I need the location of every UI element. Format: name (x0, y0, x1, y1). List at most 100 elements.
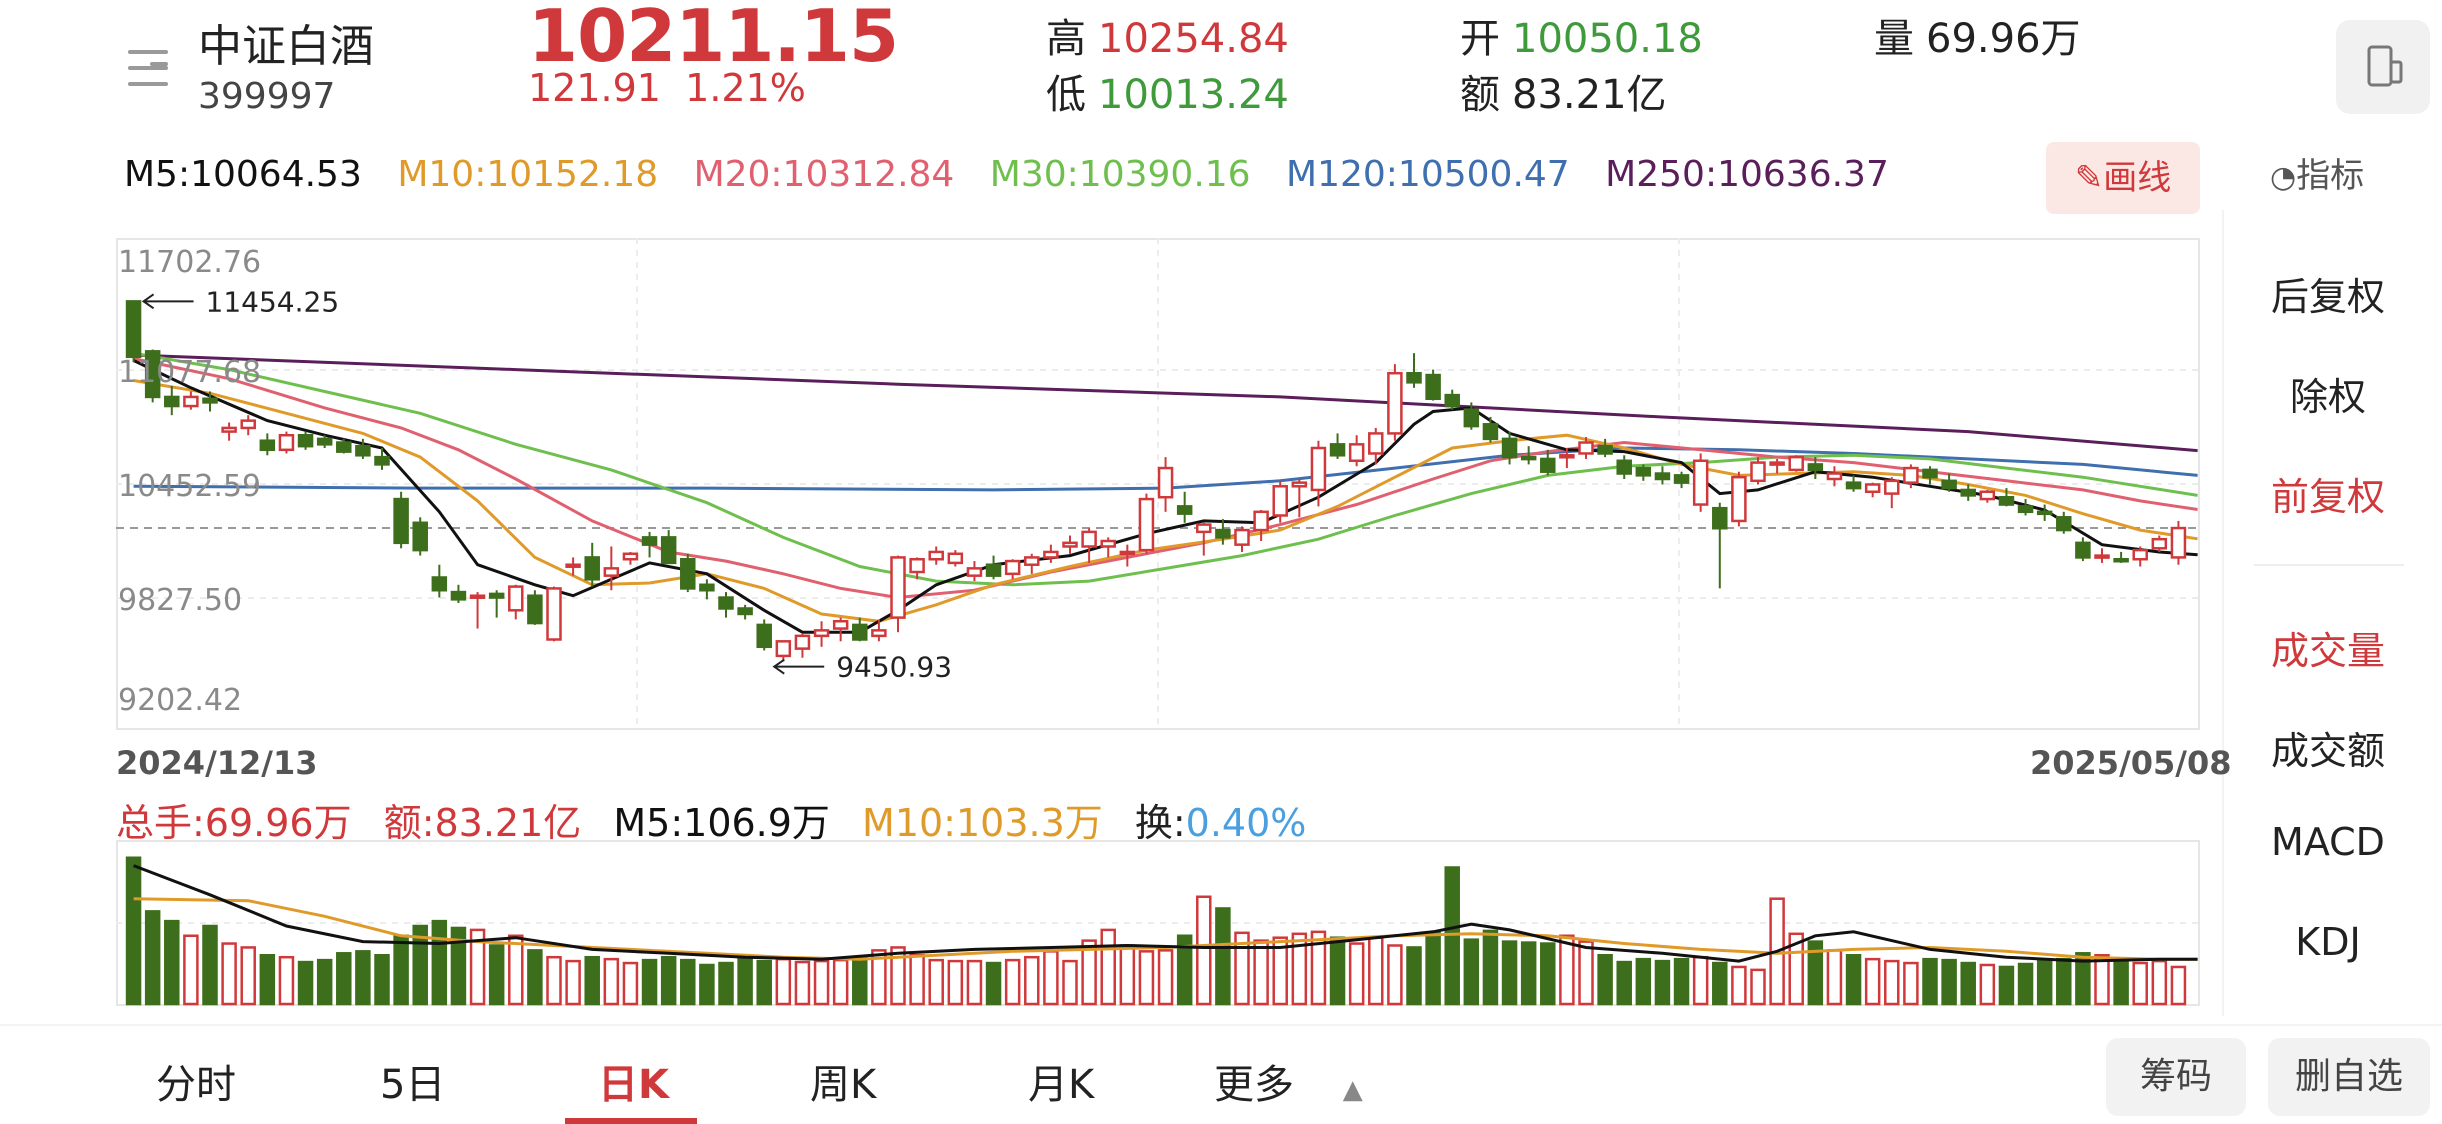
candle-body (1215, 528, 1231, 539)
total-amount: 额:83.21亿 (383, 801, 582, 845)
volume-bar (1272, 936, 1288, 1006)
stock-code: 399997 (198, 76, 336, 117)
y-axis-label: 10452.59 (118, 469, 261, 504)
side-item-ex-rights[interactable]: 除权 (2289, 375, 2366, 419)
active-tab-indicator (565, 1118, 697, 1124)
tab-monthly-k[interactable]: 月K (1028, 1062, 1095, 1108)
volume-bar (2036, 959, 2053, 1006)
candle-body (852, 623, 868, 641)
volume-bar (1597, 954, 1613, 1006)
candle-body (718, 596, 734, 610)
candle-body (985, 563, 1002, 577)
candle-body (680, 557, 696, 590)
max-price-arrowhead (141, 293, 155, 310)
volume-bar (1368, 936, 1384, 1006)
volume-bar (144, 910, 161, 1006)
volume-bar (278, 955, 295, 1006)
candle-body (508, 585, 524, 612)
candle-body (1673, 474, 1690, 484)
candle-body (1750, 461, 1766, 483)
volume-bar (183, 934, 199, 1006)
high-stat: 高 10254.84 (1046, 6, 1289, 64)
volume-bar (1979, 963, 1996, 1006)
candle-body (374, 455, 390, 466)
end-date: 2025/05/08 (2030, 744, 2232, 782)
candle-body (336, 441, 352, 453)
volume-bar (469, 928, 486, 1006)
draw-line-button[interactable]: ✎画线 (2046, 142, 2200, 214)
side-item-post-adjusted[interactable]: 后复权 (2270, 275, 2385, 319)
tab-intraday[interactable]: 分时 (156, 1062, 236, 1108)
volume-bar (1864, 957, 1881, 1006)
candle-body (527, 594, 543, 625)
candlestick-chart[interactable]: 11702.76 11077.68 10452.59 9827.50 9202.42 11… (116, 238, 2200, 730)
candle-body (1864, 483, 1881, 494)
indicator-label: 指标 (2296, 156, 2365, 196)
indicator-button[interactable]: ◔指标 (2270, 148, 2364, 197)
volume-bar (660, 955, 677, 1006)
candle-body (2036, 510, 2053, 516)
tab-weekly-k[interactable]: 周K (810, 1062, 877, 1108)
candle-body (966, 567, 983, 577)
volume-bar (2170, 965, 2187, 1006)
volume-bar (488, 944, 505, 1006)
side-item-turnover[interactable]: 成交额 (2270, 729, 2385, 773)
volume-bar (1310, 930, 1327, 1006)
open-stat: 开 10050.18 (1460, 6, 1703, 64)
volume-bar (1635, 957, 1652, 1006)
volume-bar (1654, 959, 1671, 1006)
candle-body (144, 350, 161, 399)
price-change: 121.91 1.21% (528, 66, 806, 110)
volume-stat: 量 69.96万 (1874, 6, 2081, 64)
volume-bar (1157, 949, 1174, 1006)
candle-body (278, 433, 295, 452)
candle-body (125, 300, 142, 359)
volume-bar (508, 934, 524, 1006)
candle-body (1826, 472, 1843, 481)
stock-name: 中证白酒 (198, 21, 374, 72)
tab-5day[interactable]: 5日 (380, 1062, 446, 1108)
side-item-kdj[interactable]: KDJ (2295, 920, 2361, 964)
volume-bar (2056, 957, 2072, 1006)
volume-bar (1750, 968, 1766, 1006)
volume-bar (431, 919, 448, 1006)
volume-bar (641, 958, 658, 1006)
candle-body (316, 437, 333, 446)
open-label: 开 (1460, 16, 1500, 62)
volume-bar (355, 950, 371, 1006)
candle-body (2075, 541, 2091, 559)
max-price-label: 11454.25 (206, 285, 340, 318)
volume-value: 69.96万 (1926, 16, 2081, 62)
volume-bar (1998, 965, 2015, 1006)
candle-body (641, 536, 658, 546)
landscape-toggle-button[interactable] (2336, 20, 2430, 114)
tab-daily-k[interactable]: 日K (598, 1062, 669, 1108)
volume-bar (756, 959, 772, 1006)
volume-bar (1807, 940, 1824, 1006)
candle-body (1712, 506, 1728, 530)
caret-up-icon: ▲ (1342, 1075, 1363, 1105)
menu-icon[interactable] (120, 40, 176, 96)
side-item-macd[interactable]: MACD (2271, 820, 2385, 864)
side-item-volume[interactable]: 成交量 (2270, 629, 2385, 673)
volume-bar (2132, 961, 2148, 1006)
volume-info-bar: 总手:69.96万 额:83.21亿 M5:106.9万 M10:103.3万 … (116, 792, 1326, 847)
remove-watchlist-button[interactable]: 删自选 (2268, 1038, 2430, 1116)
pencil-icon: ✎ (2074, 158, 2104, 198)
amount-stat: 额 83.21亿 (1460, 62, 1667, 120)
candle-body (1062, 541, 1078, 548)
volume-bar (1712, 961, 1728, 1006)
volume-bar (1559, 934, 1575, 1006)
candle-body (1616, 459, 1632, 475)
side-item-pre-adjusted[interactable]: 前复权 (2270, 475, 2385, 519)
tab-more[interactable]: 更多 ▲ (1214, 1052, 1363, 1110)
ma10-value: M10:10152.18 (397, 154, 659, 195)
candle-body (1922, 468, 1938, 479)
volume-bar (1196, 895, 1212, 1006)
candle-body (1272, 485, 1288, 517)
volume-bar (2017, 962, 2034, 1006)
amount-value: 83.21亿 (1512, 72, 1667, 118)
chips-button[interactable]: 筹码 (2106, 1038, 2246, 1116)
volume-chart[interactable] (116, 840, 2200, 1006)
volume-ma-line-m10 (133, 897, 2198, 961)
